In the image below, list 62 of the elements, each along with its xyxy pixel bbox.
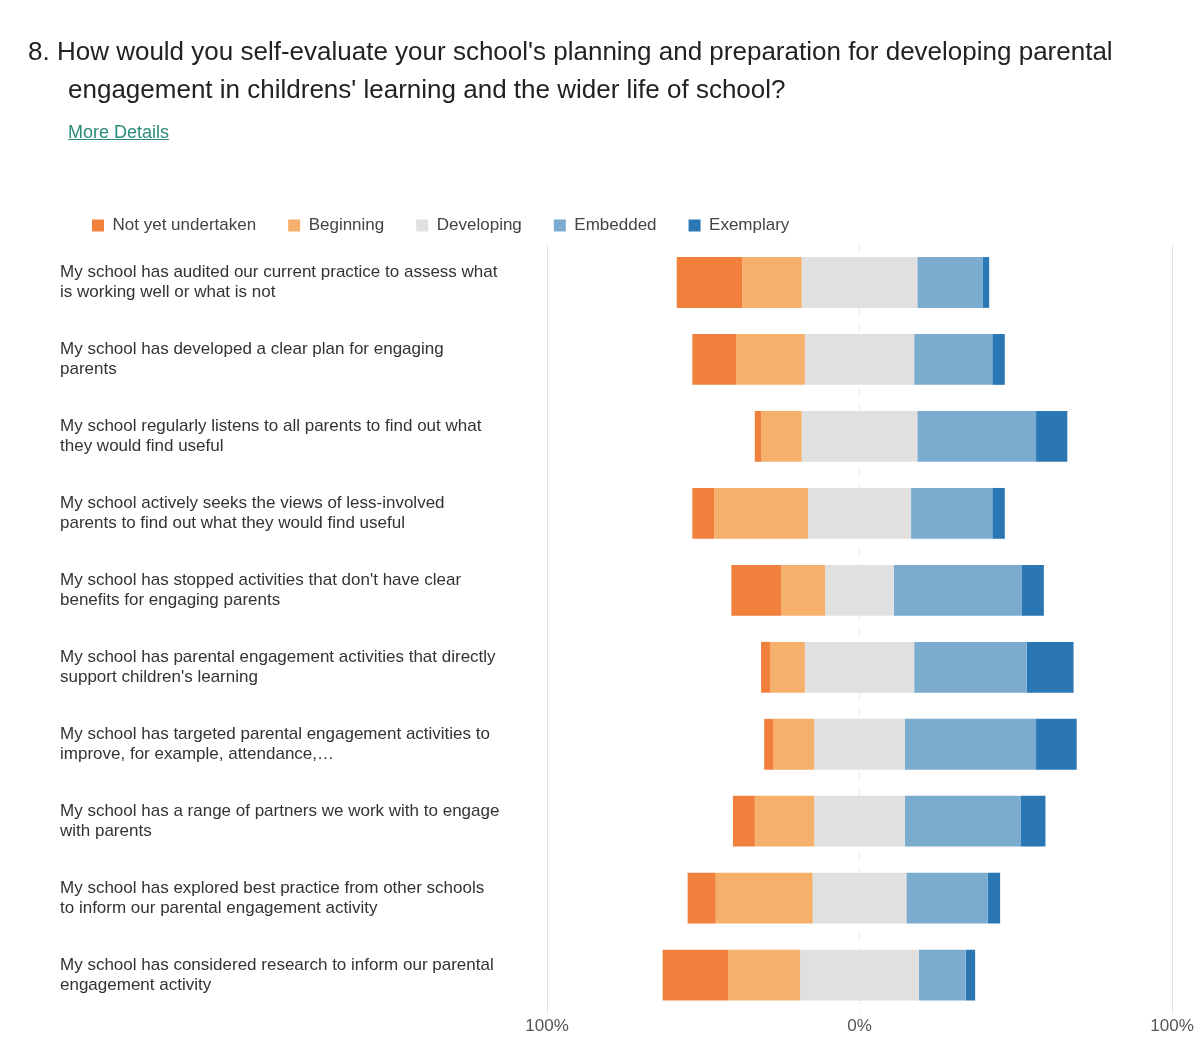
bar: [893, 564, 1022, 616]
bar: [662, 949, 729, 1001]
y-tick-label: My school actively seeks the views of less-involved parents to find out what they would find useful: [60, 492, 445, 533]
bar: [754, 795, 815, 847]
bar: [992, 487, 1005, 539]
bar: [781, 564, 826, 616]
chart-title: 8. How would you self-evaluate your school's planning and preparation for developing parental engagement in childrens' learning and the wider life of school?: [28, 35, 1114, 106]
bar: [770, 641, 805, 693]
x-tick-label: 0%: [847, 1016, 872, 1036]
bar: [742, 257, 802, 308]
x-tick-label: 100%: [525, 1016, 569, 1036]
bar: [904, 718, 1037, 770]
bar: [911, 487, 993, 539]
y-tick-label: My school has stopped activities that don't have clear benefits for engaging parents: [60, 569, 462, 610]
bar: [1036, 411, 1068, 462]
bar: [906, 872, 988, 924]
bar: [1020, 795, 1046, 847]
bar: [764, 718, 774, 770]
bar: [754, 411, 762, 462]
bar: [736, 334, 805, 385]
bar: [1022, 564, 1044, 616]
bar: [917, 257, 983, 308]
y-tick-label: My school has audited our current practice to assess what is working well or what is not: [60, 261, 498, 302]
text: More Details: [68, 122, 170, 143]
bar: [918, 949, 966, 1001]
bar: [732, 795, 755, 847]
legend-label: Beginning: [308, 215, 385, 235]
y-tick-label: My school has considered research to inform our parental engagement activity: [60, 954, 494, 995]
bar: [692, 487, 715, 539]
bar: [904, 795, 1021, 847]
bar: [965, 949, 976, 1001]
y-tick-label: My school has developed a clear plan for engaging parents: [60, 338, 444, 379]
bar: [992, 334, 1005, 385]
bar: [982, 257, 990, 308]
legend-label: Embedded: [574, 215, 657, 235]
bar: [692, 334, 737, 385]
bar: [917, 411, 1037, 462]
bar: [914, 334, 993, 385]
y-tick-label: My school has parental engagement activities that directly support children's learning: [60, 646, 497, 687]
bar: [804, 334, 915, 385]
legend-label: Developing: [436, 215, 522, 235]
y-tick-label: My school has a range of partners we work with to engage with parents: [59, 800, 500, 841]
bar: [728, 949, 801, 1001]
bar: [676, 257, 743, 308]
x-tick-label: 100%: [1150, 1016, 1194, 1036]
bar: [761, 411, 802, 462]
bar: [687, 872, 716, 924]
legend-label: Not yet undertaken: [112, 215, 257, 235]
y-tick-label: My school has explored best practice from other schools to inform our parental engagement activity: [60, 877, 485, 918]
legend-label: Exemplary: [709, 215, 790, 235]
bar: [731, 564, 782, 616]
bar: [1026, 641, 1074, 693]
bar: [715, 872, 813, 924]
bar: [761, 641, 771, 693]
bar: [1036, 718, 1077, 770]
y-tick-label: My school regularly listens to all parents to find out what they would find useful: [60, 415, 482, 456]
bar: [773, 718, 815, 770]
bar: [814, 718, 905, 770]
y-tick-label: My school has targeted parental engagement activities to improve, for example, attendance,…: [60, 723, 490, 764]
bar: [714, 487, 808, 539]
bar: [987, 872, 1001, 924]
bar: [914, 641, 1027, 693]
